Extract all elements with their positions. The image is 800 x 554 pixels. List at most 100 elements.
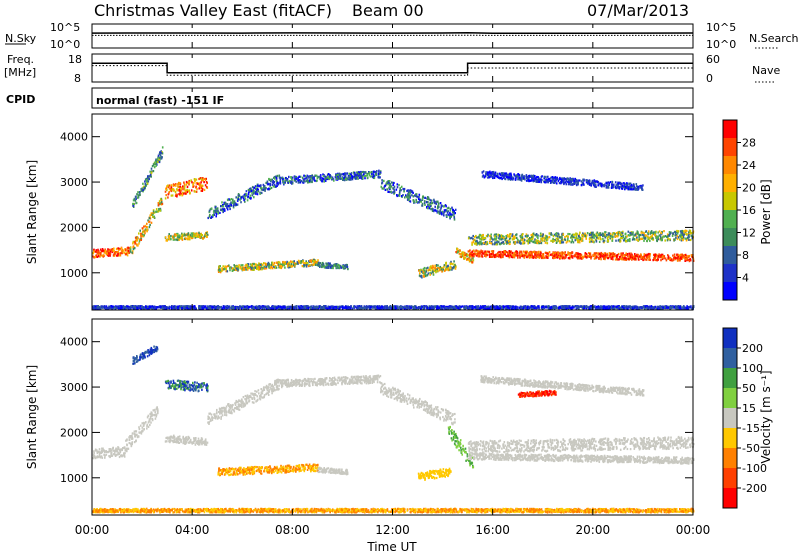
data-cell (690, 254, 693, 257)
data-cell (342, 178, 344, 181)
data-cell (607, 181, 609, 184)
data-cell (600, 253, 602, 256)
data-cell (189, 238, 191, 241)
data-cell (156, 158, 159, 161)
data-cell (282, 260, 284, 264)
data-cell (246, 267, 249, 270)
data-cell (565, 254, 568, 257)
data-cell (182, 185, 184, 188)
data-cell (110, 248, 113, 251)
data-cell (452, 262, 454, 266)
data-cell (262, 183, 265, 186)
data-cell (418, 193, 421, 196)
data-cell (477, 253, 479, 256)
data-cell (569, 254, 571, 257)
data-cell (556, 256, 558, 259)
data-cell (517, 256, 519, 259)
data-cell (396, 183, 399, 186)
data-cell (142, 190, 144, 193)
data-cell (623, 186, 626, 190)
data-cell (562, 238, 564, 241)
data-cell (193, 181, 195, 185)
data-cell (679, 259, 681, 262)
data-cell (392, 191, 395, 194)
data-cell (469, 237, 472, 240)
data-cell (237, 269, 239, 272)
data-cell (487, 176, 489, 179)
data-cell (397, 194, 399, 197)
data-cell (409, 189, 411, 192)
data-cell (433, 198, 435, 201)
data-cell (425, 201, 428, 204)
data-cell (339, 175, 341, 178)
data-cell (608, 182, 610, 185)
data-cell (606, 253, 608, 256)
data-cell (344, 173, 347, 176)
data-cell (171, 194, 174, 197)
data-cell (548, 178, 551, 181)
data-cell (96, 251, 98, 254)
data-cell (579, 231, 581, 234)
data-cell (99, 253, 102, 256)
data-cell (554, 176, 557, 179)
data-cell (627, 185, 629, 188)
data-cell (481, 255, 484, 258)
data-cell (529, 253, 531, 256)
data-cell (529, 252, 532, 255)
data-cell (303, 262, 306, 265)
data-cell (559, 241, 561, 245)
data-cell (443, 264, 446, 267)
data-cell (175, 193, 177, 196)
data-cell (168, 233, 170, 236)
data-cell (591, 231, 593, 234)
data-cell (198, 231, 200, 234)
data-cell (156, 159, 158, 162)
data-cell (567, 253, 569, 256)
data-cell (270, 180, 272, 183)
data-cell (593, 241, 595, 244)
data-cell (655, 230, 657, 233)
data-cell (602, 253, 605, 256)
data-cell (531, 179, 533, 182)
data-cell (378, 176, 380, 179)
data-cell (498, 235, 501, 238)
data-cell (431, 209, 434, 212)
data-cell (614, 181, 617, 184)
data-cell (166, 189, 168, 192)
data-cell (479, 240, 481, 243)
data-cell (525, 251, 527, 254)
data-cell (187, 235, 189, 238)
data-cell (210, 207, 213, 210)
data-cell (561, 236, 563, 239)
data-cell (523, 256, 526, 259)
data-cell (99, 255, 101, 258)
data-cell (292, 264, 295, 267)
data-cell (515, 250, 518, 253)
data-cell (551, 181, 553, 184)
data-cell (518, 240, 521, 243)
data-cell (451, 211, 454, 214)
data-cell (557, 232, 559, 235)
data-cell (553, 255, 555, 258)
data-cell (94, 255, 97, 259)
data-cell (237, 265, 240, 268)
data-cell (293, 260, 295, 263)
data-cell (600, 238, 602, 241)
data-cell (672, 232, 674, 235)
data-cell (137, 244, 139, 247)
data-cell (279, 180, 282, 183)
data-cell (485, 243, 488, 246)
data-cell (182, 188, 184, 191)
data-cell (606, 186, 609, 189)
data-cell (688, 238, 690, 241)
data-cell (649, 231, 652, 234)
data-cell (148, 175, 150, 178)
noise-right-tick-top: 10^5 (706, 21, 736, 34)
data-cell (147, 180, 150, 183)
data-cell (445, 214, 448, 217)
data-cell (290, 263, 293, 266)
data-cell (472, 234, 474, 238)
data-cell (658, 253, 660, 256)
data-cell (512, 241, 515, 244)
data-cell (256, 264, 258, 268)
